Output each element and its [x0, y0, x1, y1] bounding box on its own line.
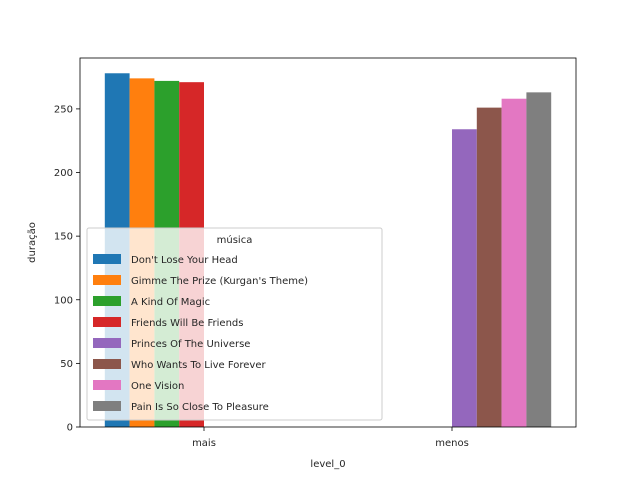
bar-menos-6 — [501, 98, 527, 428]
legend-item-label: Who Wants To Live Forever — [131, 360, 266, 371]
legend-swatch — [93, 296, 121, 306]
legend-item-label: Princes Of The Universe — [131, 339, 250, 350]
legend: música Don't Lose Your Head Gimme The Pri… — [86, 227, 383, 421]
legend-swatch — [93, 338, 121, 348]
legend-item-label: Friends Will Be Friends — [131, 318, 243, 329]
legend-item-label: One Vision — [131, 381, 184, 392]
x-tick-label-mais: mais — [192, 438, 216, 449]
plot-frame — [79, 57, 577, 428]
y-tick-label: 50 — [60, 359, 73, 370]
legend-swatch — [93, 254, 121, 264]
legend-title: música — [217, 234, 253, 246]
x-axis-label: level_0 — [310, 459, 345, 470]
legend-item-label: Gimme The Prize (Kurgan's Theme) — [131, 276, 308, 287]
legend-swatch — [93, 317, 121, 327]
x-tick-label-menos: menos — [435, 438, 469, 449]
legend-swatch — [93, 380, 121, 390]
legend-item-label: A Kind Of Magic — [131, 297, 210, 308]
legend-item-label: Pain Is So Close To Pleasure — [131, 402, 269, 413]
y-tick-label: 0 — [67, 423, 73, 434]
bars-layer — [104, 73, 552, 428]
x-axis: mais menos — [192, 427, 469, 449]
y-axis: 0 50 100 150 200 250 — [54, 104, 80, 434]
y-tick-label: 200 — [54, 168, 73, 179]
legend-swatch — [93, 359, 121, 369]
bar-menos-5 — [476, 107, 502, 427]
bar-menos-4 — [452, 129, 477, 427]
y-tick-label: 150 — [54, 232, 73, 243]
y-tick-label: 250 — [54, 104, 73, 115]
legend-swatch — [93, 275, 121, 285]
legend-item-label: Don't Lose Your Head — [131, 255, 238, 266]
y-tick-label: 100 — [54, 295, 73, 306]
y-axis-label: duração — [27, 222, 38, 263]
legend-swatch — [93, 401, 121, 411]
bar-menos-7 — [526, 92, 552, 428]
legend-box — [86, 227, 383, 421]
